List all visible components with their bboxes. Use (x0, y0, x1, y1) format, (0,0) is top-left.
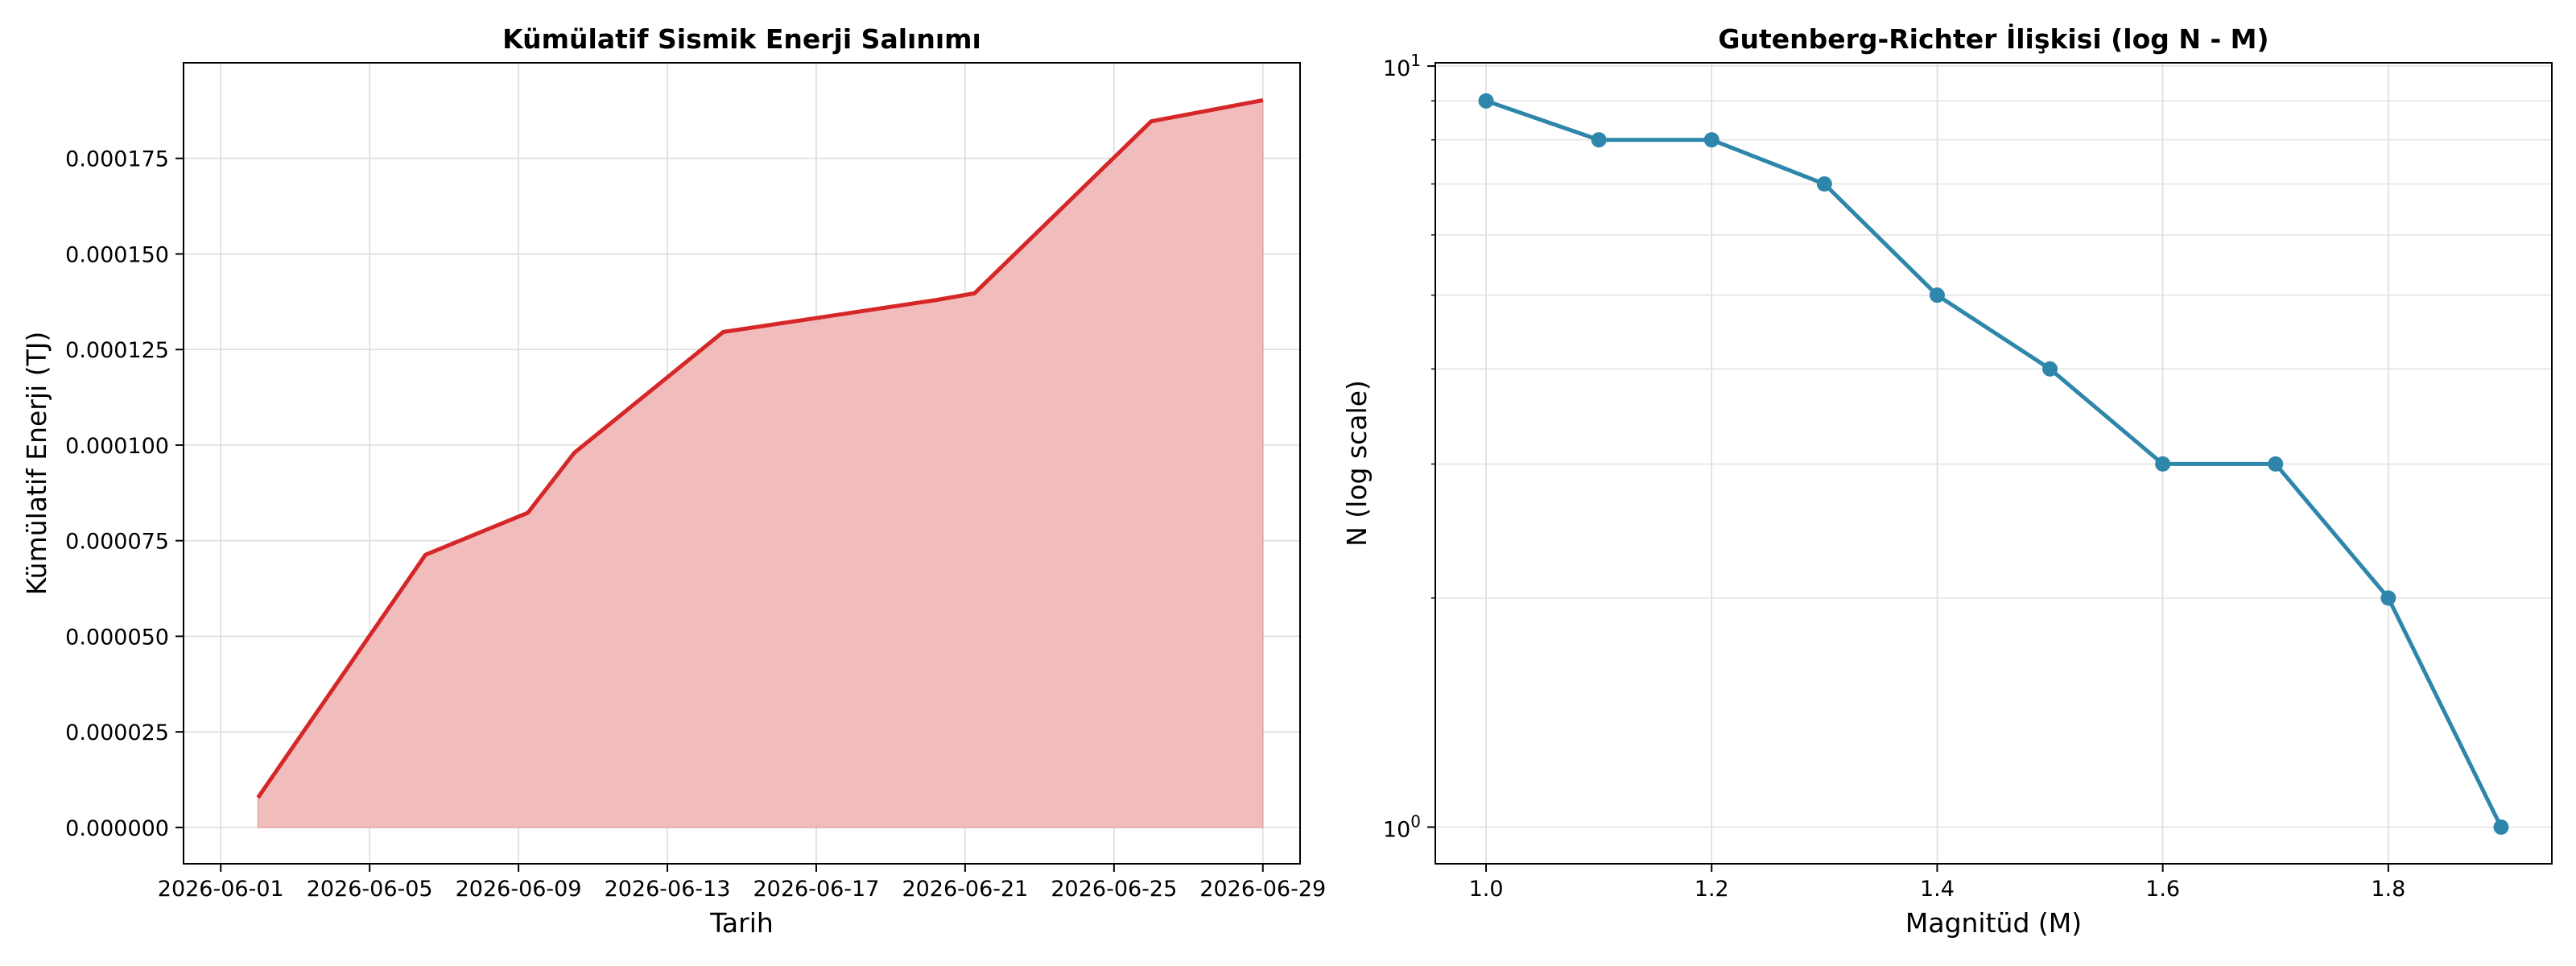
x-tick-label: 2026-06-25 (1051, 877, 1177, 902)
x-tick-label: 1.6 (2145, 877, 2180, 902)
gr-data-point (2380, 590, 2396, 606)
y-axis-label: Kümülatif Enerji (TJ) (21, 332, 52, 596)
y-tick-label: 101 (1383, 51, 1421, 81)
x-tick-label: 1.8 (2371, 877, 2405, 902)
plot-frame (1435, 62, 2553, 865)
x-axis-label: Tarih (709, 907, 774, 939)
gr-series-line (1485, 98, 2504, 828)
x-tick-label: 2026-06-17 (753, 877, 880, 902)
x-tick-label: 2026-06-29 (1199, 877, 1326, 902)
gutenberg-richter-chart: 1.0 1.2 1.4 1.6 1.8 100 101 Gutenberg-Richter İ… (1341, 23, 2553, 939)
plot-frame (183, 62, 1301, 865)
y-tick-label: 0.000100 (65, 434, 169, 459)
gr-data-point (2493, 819, 2509, 835)
x-tick-label: 2026-06-13 (605, 877, 731, 902)
y-tick-label: 0.000050 (65, 625, 169, 650)
y-tick-label: 0.000000 (65, 816, 169, 841)
gr-data-point (1591, 132, 1607, 148)
gr-data-point (2155, 456, 2171, 472)
gr-data-point (2042, 361, 2058, 377)
gr-data-point (1703, 132, 1719, 148)
x-tick-label: 2026-06-01 (158, 877, 284, 902)
x-tick-label: 2026-06-05 (307, 877, 433, 902)
y-tick-label: 0.000025 (65, 720, 169, 745)
gr-data-point (1929, 287, 1945, 303)
x-tick-label: 1.0 (1469, 877, 1504, 902)
x-tick-label: 1.2 (1695, 877, 1729, 902)
y-tick-label: 0.000175 (65, 147, 169, 172)
energy-area-fill (257, 99, 1264, 828)
x-axis-label: Magnitüd (M) (1905, 907, 2082, 939)
y-axis-label: N (log scale) (1341, 380, 1373, 547)
gr-data-point (1478, 93, 1494, 109)
energy-series-line (256, 98, 1264, 799)
cumulative-energy-chart: 2026-06-01 2026-06-05 2026-06-09 2026-06-13… (21, 23, 1326, 939)
y-tick-label: 0.000150 (65, 242, 169, 267)
x-tick-label: 2026-06-21 (902, 877, 1028, 902)
chart-title: Kümülatif Sismik Enerji Salınımı (502, 23, 981, 55)
y-tick-label: 0.000125 (65, 338, 169, 363)
y-tick-label: 0.000075 (65, 530, 169, 555)
grid (1435, 63, 2552, 864)
gr-data-point (2268, 456, 2284, 472)
x-tick-label: 2026-06-09 (456, 877, 582, 902)
y-tick-label: 100 (1383, 811, 1421, 842)
gr-data-point (1816, 176, 1832, 192)
chart-title: Gutenberg-Richter İlişkisi (log N - M) (1718, 23, 2268, 55)
x-tick-label: 1.4 (1920, 877, 1955, 902)
